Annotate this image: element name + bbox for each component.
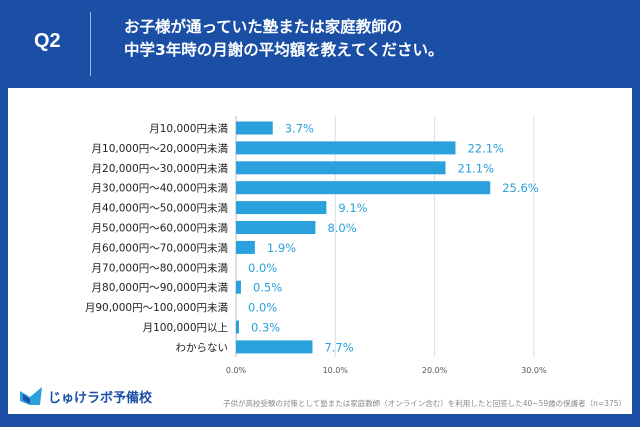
tick-label: 10.0% [323,366,349,375]
category-label: 月30,000円～40,000円未満 [92,183,229,195]
bar [236,280,241,294]
tick-label: 20.0% [422,366,448,375]
data-label: 25.6% [502,181,539,195]
data-label: 0.3% [251,321,280,335]
data-label: 7.7% [324,340,353,354]
footnote: 子供が高校受験の対策として塾または家庭教師（オンライン含む）を利用したと回答した… [223,399,626,408]
tick-label: 0.0% [226,366,247,375]
tick-label: 30.0% [521,366,547,375]
data-label: 1.9% [267,241,296,255]
bar [236,181,491,195]
title-line-1: お子様が通っていた塾または家庭教師の [124,18,403,36]
category-label: 月90,000円～100,000円未満 [85,302,229,314]
category-label: わからない [176,342,229,354]
logo-text: じゅけラボ予備校 [48,390,153,406]
data-label: 0.5% [253,281,282,295]
category-label: 月40,000円～50,000円未満 [92,203,229,215]
data-label: 3.7% [285,122,314,136]
category-label: 月20,000円～30,000円未満 [92,163,229,175]
data-label: 8.0% [327,221,356,235]
logo: じゅけラボ予備校 [18,385,152,407]
data-label: 21.1% [458,161,495,175]
data-label: 22.1% [467,141,504,155]
category-label: 月60,000円～70,000円未満 [92,242,229,254]
category-label: 月100,000円以上 [143,322,228,334]
data-label: 9.1% [338,201,367,215]
data-label: 0.0% [248,261,277,275]
bar [236,121,273,135]
bar [236,201,327,215]
category-label: 月10,000円未満 [149,123,228,135]
bar [236,320,239,334]
page-title: お子様が通っていた塾または家庭教師の中学3年時の月謝の平均額を教えてください。 [124,16,444,62]
category-label: 月50,000円～60,000円未満 [92,223,229,235]
category-label: 月80,000円～90,000円未満 [92,282,229,294]
bar [236,221,316,234]
bar [236,161,446,175]
data-label: 0.0% [248,301,277,315]
bar [236,240,255,254]
bar [236,141,456,155]
question-number: Q2 [34,30,61,52]
category-label: 月10,000円～20,000円未満 [92,143,229,155]
category-label: 月70,000円～80,000円未満 [92,262,229,274]
title-line-2: 中学3年時の月謝の平均額を教えてください。 [124,41,444,59]
divider [90,12,91,76]
bar [236,340,313,354]
book-logo-icon [20,387,42,405]
